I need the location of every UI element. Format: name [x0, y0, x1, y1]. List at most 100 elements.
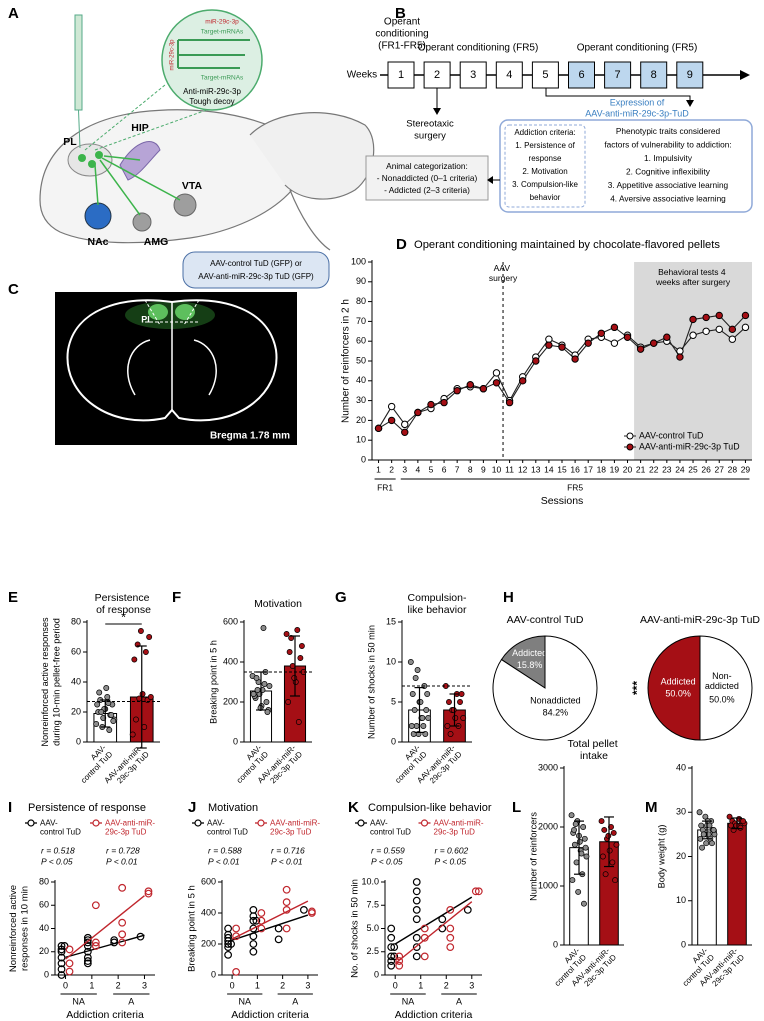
- data-point: [444, 723, 451, 729]
- week-label: 4: [506, 69, 512, 81]
- data-point: [583, 853, 590, 860]
- pie-slice: [492, 635, 598, 741]
- y-tick-label: 1000: [538, 880, 558, 890]
- data-point: [446, 699, 452, 705]
- data-point: [573, 859, 580, 866]
- x-tick-label: AAV-anti-miR-29c-3p TuD: [103, 743, 152, 792]
- y-tick-label: 100: [351, 256, 366, 266]
- text-line: control TuD: [40, 828, 81, 837]
- data-point: [412, 906, 421, 914]
- text-line: like behavior: [408, 604, 467, 616]
- data-point: [387, 933, 396, 942]
- chart-title: Motivation: [208, 802, 258, 814]
- data-point: [136, 932, 145, 941]
- y-tick-label: 2000: [538, 821, 558, 831]
- data-point: [261, 681, 268, 687]
- x-tick-label: 19: [610, 464, 620, 474]
- data-point: [580, 824, 587, 830]
- criteria-text: behavior: [530, 193, 561, 202]
- data-point: [83, 953, 92, 962]
- zoom-line: [84, 84, 166, 151]
- traits-text: Phenotypic traits considered: [616, 126, 721, 136]
- data-point: [98, 709, 105, 715]
- data-point: [282, 924, 291, 933]
- week-label: 1: [398, 69, 404, 81]
- region-label: VTA: [182, 180, 203, 192]
- y-tick-label: 5.0: [366, 923, 379, 933]
- data-point: [264, 709, 271, 715]
- marker: [741, 311, 750, 320]
- text-line: AAV-anti-miR-: [270, 819, 320, 828]
- criteria-text: 2. Motivation: [522, 167, 567, 176]
- bar: [727, 822, 747, 946]
- slice-value: 15.8%: [517, 660, 543, 670]
- data-point: [232, 924, 241, 933]
- text-line: AAV-anti-miR-: [434, 819, 484, 828]
- data-point: [411, 707, 418, 713]
- marker: [479, 385, 488, 393]
- data-point: [387, 943, 396, 951]
- criteria-text: 1. Persistence of: [515, 141, 575, 150]
- data-point: [460, 715, 467, 721]
- data-point: [581, 900, 587, 907]
- data-point: [446, 943, 455, 951]
- data-point: [390, 943, 399, 951]
- x-tick-label: 2: [444, 980, 449, 990]
- panel-label: E: [8, 589, 18, 606]
- data-point: [103, 685, 110, 691]
- x-tick-label: 1: [255, 980, 260, 990]
- data-point: [286, 649, 293, 655]
- y-tick-label: 0: [44, 969, 49, 979]
- data-point: [419, 715, 426, 721]
- data-point: [106, 727, 113, 733]
- data-point: [568, 812, 575, 819]
- y-tick-label: 600: [223, 616, 238, 626]
- data-point: [606, 847, 613, 854]
- y-tick-label: 80: [39, 876, 49, 886]
- text-line: control TuD: [207, 828, 248, 837]
- inset-label: miR-29c-3p: [170, 39, 176, 71]
- text-line: intake: [580, 750, 608, 762]
- marker: [505, 398, 514, 407]
- y-axis-label: during 10-min pellet-free period: [51, 618, 61, 746]
- inset-circle: [161, 9, 263, 111]
- data-point: [414, 667, 421, 673]
- section-outline: [127, 302, 217, 410]
- cerebellum-outline: [249, 112, 375, 200]
- y-tick-label: 10: [356, 435, 366, 445]
- data-point: [282, 885, 291, 894]
- x-tick-label: 2: [280, 980, 285, 990]
- x-tick-label: 22: [649, 464, 659, 474]
- x-tick-label: 5: [429, 464, 434, 474]
- marker: [702, 313, 710, 322]
- marker: [387, 416, 396, 425]
- data-point: [605, 832, 612, 839]
- chart-title: Motivation: [254, 598, 302, 610]
- panel-label: M: [645, 799, 658, 816]
- y-axis-label: Number of reinforcers in 2 h: [341, 299, 352, 423]
- data-point: [57, 965, 66, 974]
- data-point: [424, 691, 431, 697]
- x-tick-label: 15: [557, 464, 567, 474]
- vta-region: [173, 193, 197, 217]
- chart-title: Persistence of response: [95, 592, 153, 616]
- data-point: [420, 723, 427, 729]
- data-point: [294, 627, 301, 633]
- zoom-line: [94, 106, 216, 151]
- legend-label: AAV-control TuD: [370, 819, 411, 837]
- group-label: FR5: [567, 482, 583, 492]
- week-label: 8: [651, 69, 657, 81]
- data-point: [612, 877, 619, 884]
- x-tick-label: 11: [505, 464, 514, 474]
- significance: ***: [630, 681, 644, 695]
- x-tick-label: 28: [728, 464, 738, 474]
- panel-label: J: [188, 799, 196, 816]
- traits-text: 1. Impulsivity: [644, 153, 693, 163]
- marker: [610, 323, 619, 332]
- data-point: [387, 957, 396, 965]
- data-point: [285, 699, 292, 705]
- text-line: 29c-3p TuD: [434, 828, 476, 837]
- data-point: [224, 943, 233, 951]
- region-label: AMG: [144, 236, 169, 248]
- stat-text: P < 0.05: [41, 856, 73, 866]
